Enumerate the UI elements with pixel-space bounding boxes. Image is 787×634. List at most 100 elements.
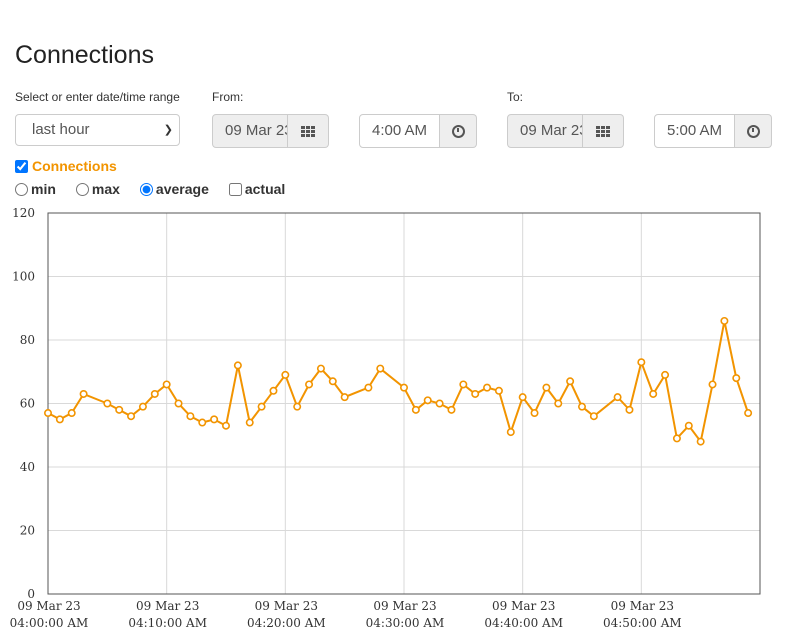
- data-point: [55, 415, 64, 424]
- data-point: [542, 383, 551, 392]
- to-date-picker-button[interactable]: [583, 114, 624, 148]
- data-point: [744, 409, 753, 418]
- from-date-picker-button[interactable]: [288, 114, 329, 148]
- to-label: To:: [507, 90, 524, 104]
- aggregation-options: min max average actual: [15, 181, 305, 197]
- data-point: [43, 409, 52, 418]
- y-tick-label: 120: [12, 206, 35, 220]
- y-tick-label: 20: [20, 524, 35, 538]
- mode-max[interactable]: max: [75, 181, 120, 197]
- data-point: [210, 415, 219, 424]
- mode-max-radio[interactable]: [75, 182, 89, 196]
- data-point: [316, 364, 325, 373]
- data-point: [257, 402, 266, 411]
- x-tick-date: 09 Mar 23: [611, 599, 674, 613]
- x-tick-time: 04:50:00 AM: [603, 616, 682, 630]
- data-point: [269, 386, 278, 395]
- mode-actual[interactable]: actual: [228, 181, 286, 197]
- y-tick-label: 40: [20, 460, 35, 474]
- x-tick-time: 04:30:00 AM: [366, 616, 445, 630]
- to-time-input[interactable]: 5:00 AM: [654, 114, 735, 148]
- x-tick-date: 09 Mar 23: [17, 599, 80, 613]
- data-point: [471, 389, 480, 398]
- mode-max-label: max: [91, 181, 120, 197]
- connections-checkbox[interactable]: [15, 159, 28, 173]
- data-point: [661, 370, 670, 379]
- mode-average[interactable]: average: [139, 181, 209, 197]
- data-point: [625, 405, 634, 414]
- data-point: [198, 418, 207, 427]
- y-tick-label: 60: [20, 397, 35, 411]
- x-tick-date: 09 Mar 23: [255, 599, 318, 613]
- y-tick-label: 80: [20, 333, 35, 347]
- page-title: Connections: [15, 41, 154, 69]
- data-point: [328, 377, 337, 386]
- data-point: [103, 399, 112, 408]
- data-point: [589, 412, 598, 421]
- range-select[interactable]: last hour ❯: [15, 114, 180, 146]
- range-select-value: last hour: [32, 121, 90, 138]
- data-point: [720, 316, 729, 325]
- data-point: [684, 421, 693, 430]
- data-point: [281, 370, 290, 379]
- data-point: [518, 393, 527, 402]
- calendar-grid-icon: [596, 125, 610, 137]
- x-tick-time: 04:10:00 AM: [128, 616, 207, 630]
- mode-min-label: min: [31, 181, 56, 197]
- data-point: [293, 402, 302, 411]
- data-point: [447, 405, 456, 414]
- data-point: [494, 386, 503, 395]
- x-tick-date: 09 Mar 23: [373, 599, 436, 613]
- clock-icon: [451, 124, 465, 138]
- data-point: [459, 380, 468, 389]
- x-tick-date: 09 Mar 23: [136, 599, 199, 613]
- series-toggle: Connections: [15, 158, 117, 174]
- data-point: [376, 364, 385, 373]
- clock-icon: [746, 124, 760, 138]
- data-point: [67, 409, 76, 418]
- data-point: [577, 402, 586, 411]
- mode-min-radio[interactable]: [15, 182, 28, 196]
- from-time-group: 4:00 AM: [359, 114, 477, 148]
- from-date-input[interactable]: 09 Mar 23: [212, 114, 288, 148]
- data-point: [138, 402, 147, 411]
- data-point: [127, 412, 136, 421]
- data-point: [530, 409, 539, 418]
- mode-actual-label: actual: [244, 181, 286, 197]
- from-time-input[interactable]: 4:00 AM: [359, 114, 440, 148]
- to-date-group: 09 Mar 23: [507, 114, 624, 148]
- data-point: [162, 380, 171, 389]
- range-label: Select or enter date/time range: [15, 90, 180, 104]
- data-point: [305, 380, 314, 389]
- plot-border: [47, 212, 761, 595]
- x-tick-time: 04:20:00 AM: [247, 616, 326, 630]
- x-tick-date: 09 Mar 23: [492, 599, 555, 613]
- data-point: [613, 393, 622, 402]
- to-time-picker-button[interactable]: [735, 114, 772, 148]
- plot-area: [48, 213, 760, 594]
- data-point: [233, 361, 242, 370]
- connections-label[interactable]: Connections: [32, 158, 117, 174]
- mode-actual-checkbox[interactable]: [228, 182, 242, 196]
- data-point: [364, 383, 373, 392]
- data-point: [423, 396, 432, 405]
- data-point: [649, 389, 658, 398]
- from-time-picker-button[interactable]: [440, 114, 477, 148]
- mode-min[interactable]: min: [15, 181, 56, 197]
- data-point: [566, 377, 575, 386]
- data-point: [554, 399, 563, 408]
- from-date-group: 09 Mar 23: [212, 114, 329, 148]
- from-label: From:: [212, 90, 244, 104]
- chevron-down-icon: ❯: [163, 124, 173, 136]
- data-point: [150, 389, 159, 398]
- data-point: [506, 428, 515, 437]
- data-point: [222, 421, 231, 430]
- data-point: [732, 374, 741, 383]
- data-point: [245, 418, 254, 427]
- data-point: [696, 437, 705, 446]
- data-point: [340, 393, 349, 402]
- to-date-input[interactable]: 09 Mar 23: [507, 114, 583, 148]
- data-point: [483, 383, 492, 392]
- mode-average-radio[interactable]: [139, 182, 153, 196]
- data-point: [79, 389, 88, 398]
